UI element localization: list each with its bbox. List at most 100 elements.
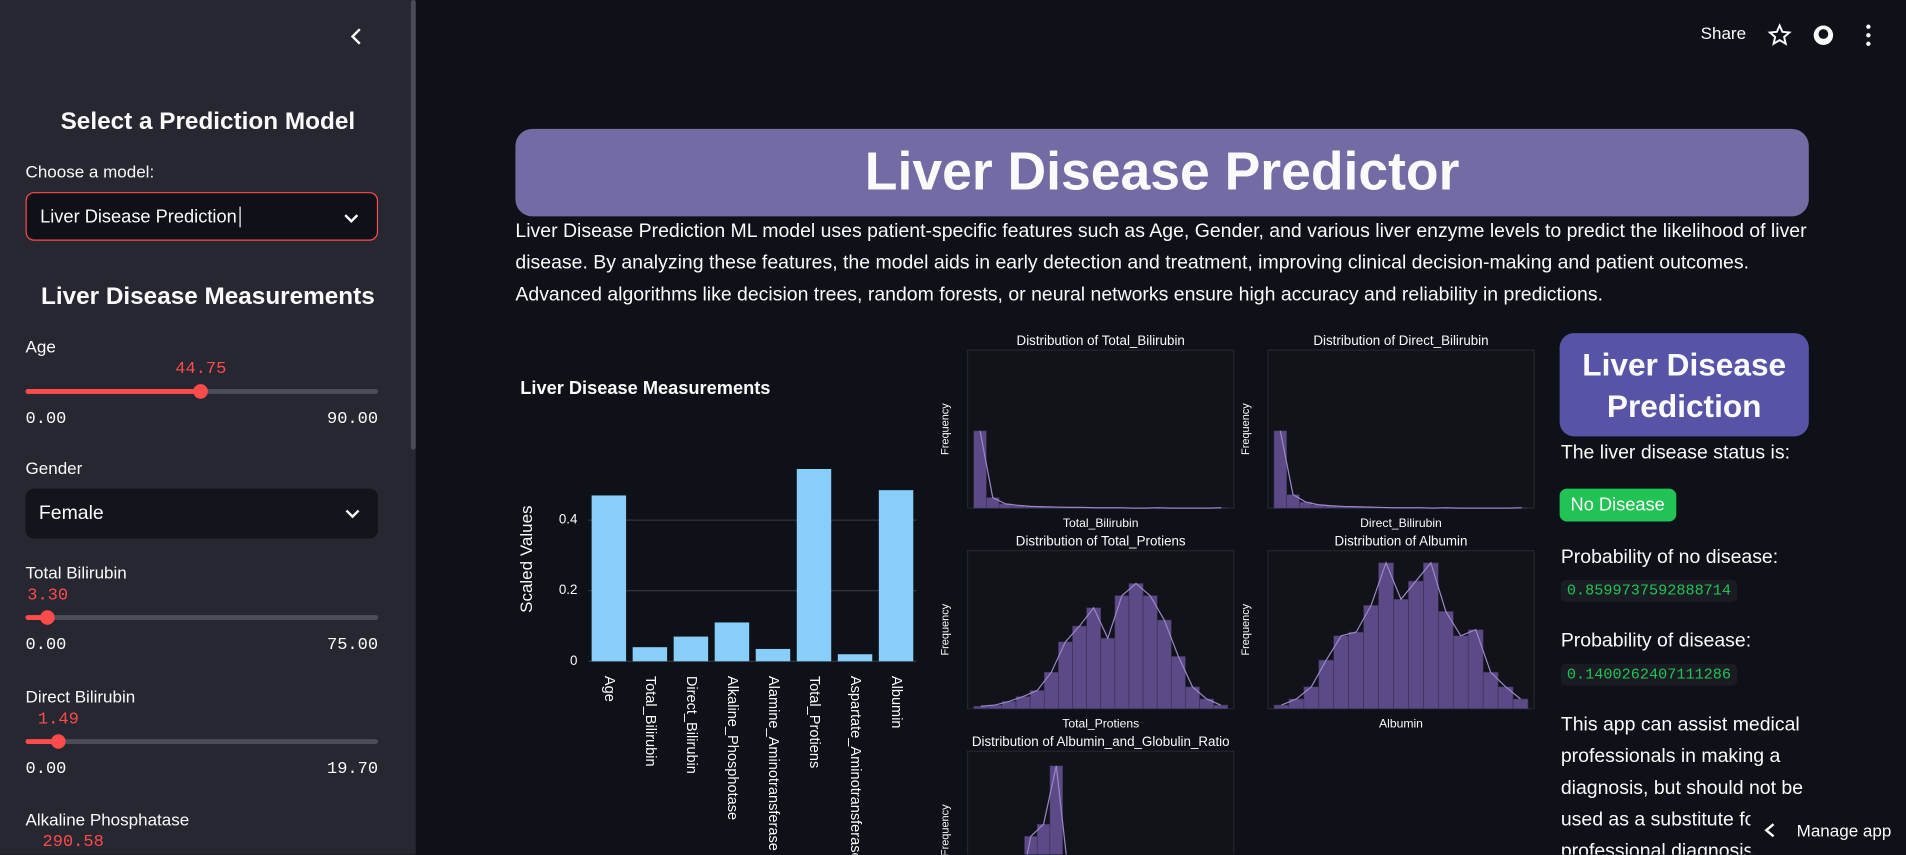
slider-min: 0.00 (25, 409, 67, 430)
hist-bar (1114, 595, 1130, 709)
hist-title: Distribution of Total_Bilirubin (1017, 333, 1185, 348)
hist-bar (1288, 698, 1305, 709)
slider-label: Alkaline Phosphatase (25, 809, 190, 830)
prob-value: 0.1400262407111286 (1560, 663, 1738, 686)
slider-value: 44.75 (175, 359, 227, 380)
x-tick-label: Age (601, 676, 617, 702)
hist-frame (967, 349, 1235, 509)
menu-icon[interactable] (1866, 24, 1871, 29)
hist-bar (1512, 698, 1529, 709)
caret (239, 206, 241, 227)
hist-bar (1408, 580, 1424, 709)
slider-min: 0.00 (25, 635, 67, 656)
scrollbar[interactable] (410, 0, 416, 450)
y-axis-label: Scaled Values (517, 505, 536, 612)
hist-ylabel: Frequency (1240, 403, 1252, 455)
bar-chart-title: Liver Disease Measurements (520, 377, 770, 398)
sidebar: Select a Prediction Model Choose a model… (0, 0, 416, 855)
hist-bar (1318, 659, 1335, 709)
bar (591, 495, 627, 662)
hist-ylabel: Frequency (940, 403, 952, 455)
hist-bar (1423, 562, 1439, 709)
description: Liver Disease Prediction ML model uses p… (515, 221, 1807, 306)
hist-ylabel: Frequency (1240, 603, 1252, 655)
bar (796, 468, 832, 662)
slider-fill (25, 388, 201, 394)
hist-xlabel: Total_Protiens (1062, 717, 1139, 731)
slider-thumb[interactable] (51, 734, 66, 749)
hist-bar (1467, 629, 1484, 709)
bar (714, 622, 750, 662)
collapse-sidebar[interactable] (346, 27, 365, 46)
manage-chevron (1764, 822, 1775, 837)
hist-xlabel: Direct_Bilirubin (1360, 516, 1442, 530)
hist-xlabel: Albumin (1379, 717, 1423, 731)
hist-xlabel: Total_Bilirubin (1063, 516, 1139, 530)
hist-bar (1170, 656, 1186, 709)
star-icon[interactable] (1767, 23, 1792, 46)
model-select[interactable]: Liver Disease Prediction (25, 192, 379, 241)
hist-title: Distribution of Direct_Bilirubin (1313, 333, 1488, 348)
github-icon-inner (1818, 29, 1829, 39)
x-tick-label: Albumin (888, 676, 904, 729)
slider-track (25, 615, 379, 620)
hist-frame (1267, 349, 1535, 509)
disclaimer: This app can assist medical professional… (1560, 714, 1804, 855)
hist-title: Distribution of Albumin (1335, 534, 1468, 549)
hist-bar (1185, 686, 1200, 709)
hist-bar (1199, 698, 1214, 709)
hist-ylabel: Frequency (940, 804, 952, 855)
x-tick-label: Alamine_Aminotransferase (765, 676, 781, 851)
menu-dot (1866, 41, 1871, 46)
section-title: Liver Disease Measurements (40, 283, 375, 310)
hist-bar (1393, 598, 1409, 709)
result-title: Liver Disease Prediction (1582, 345, 1787, 424)
slider-label: Total Bilirubin (25, 562, 127, 583)
kde-line (979, 430, 1222, 509)
model-value: Liver Disease Prediction (40, 206, 237, 227)
bar (837, 654, 873, 662)
sidebar-title: Select a Prediction Model (60, 108, 356, 135)
result-title-box: Liver Disease Prediction (1559, 333, 1809, 437)
bar (673, 636, 709, 662)
slider-thumb[interactable] (193, 384, 209, 399)
x-tick-label: Total_Protiens (806, 676, 822, 768)
model-label: Choose a model: (25, 161, 155, 182)
hist-bar (1100, 637, 1116, 709)
bar (878, 490, 914, 662)
toolbar-icons (1767, 23, 1871, 46)
y-tick-label: 0 (570, 653, 577, 668)
slider-fill (25, 615, 48, 620)
hist-bar (1363, 605, 1379, 709)
hist-bar (1273, 430, 1287, 509)
bar (755, 648, 791, 662)
gender-value: Female (38, 502, 104, 524)
status-label: The liver disease status is: (1560, 442, 1791, 464)
manage-app[interactable]: Manage app (1750, 804, 1906, 855)
menu-dot (1866, 33, 1871, 38)
slider-thumb[interactable] (40, 610, 55, 625)
x-tick-label: Direct_Bilirubin (683, 676, 699, 774)
hist-bar (1086, 607, 1102, 709)
hist-bar (1438, 611, 1454, 709)
slider-max: 19.70 (326, 759, 379, 780)
kde-line (1279, 430, 1522, 509)
share-button[interactable]: Share (1700, 23, 1747, 43)
manage-label: Manage app (1796, 819, 1892, 840)
slider-min: 0.00 (25, 759, 67, 780)
slider-label: Age (25, 336, 56, 357)
hist-bar (1303, 686, 1320, 709)
dropdown-icon (345, 509, 360, 519)
hist-title: Distribution of Total_Protiens (1016, 534, 1186, 549)
hist-bar (1497, 686, 1514, 709)
bar (632, 647, 668, 662)
status-text: No Disease (1570, 494, 1665, 516)
y-tick-label: 0.2 (559, 582, 578, 597)
prob-no-value: 0.8599737592888714 (1560, 579, 1738, 602)
slider-value: 1.49 (37, 709, 79, 730)
gender-select[interactable]: Female (25, 488, 379, 539)
prob-label: Probability of disease: (1560, 630, 1752, 652)
kde-line (1281, 561, 1521, 706)
